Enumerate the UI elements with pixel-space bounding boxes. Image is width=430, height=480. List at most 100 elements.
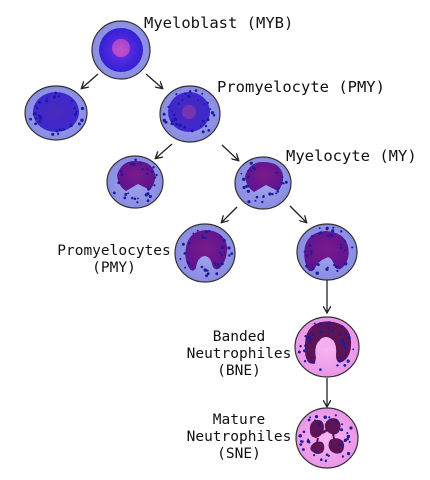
granule-dot <box>253 163 255 166</box>
granule-dot <box>184 92 187 95</box>
granule-dot <box>352 348 355 351</box>
granule-dot <box>320 458 323 462</box>
granule-dot <box>127 192 130 195</box>
granule-dot <box>247 200 251 204</box>
granule-dot <box>36 107 39 110</box>
granule-dot <box>222 238 226 243</box>
label-mature-line3: (SNE) <box>217 446 261 462</box>
granule-dot <box>242 185 246 190</box>
granule-dot <box>328 416 331 419</box>
granule-dot <box>186 261 190 265</box>
granule-dot <box>347 452 351 456</box>
granule-dot <box>80 106 85 110</box>
granule-dot <box>134 158 137 162</box>
granule-dot <box>253 167 257 171</box>
granule-dot <box>190 129 194 133</box>
granule-dot <box>308 244 312 248</box>
granule-dot <box>326 420 329 424</box>
granule-dot <box>124 192 128 196</box>
granule-dot <box>112 191 116 195</box>
granule-dot <box>313 454 316 457</box>
granule-dot <box>302 430 306 434</box>
granule-dot <box>318 227 321 230</box>
granule-dot <box>247 170 250 172</box>
granule-dot <box>300 440 303 443</box>
granule-dot <box>228 254 231 257</box>
granule-dot <box>346 432 349 434</box>
granule-dot <box>307 418 311 422</box>
granule-dot <box>139 161 142 164</box>
granule-dot <box>349 426 353 430</box>
cell-myeloblast <box>91 20 151 80</box>
granule-dot <box>219 252 221 254</box>
label-promyelocytes-line1: Promyelocytes <box>57 243 171 259</box>
granule-dot <box>45 99 48 103</box>
granule-dot <box>137 197 139 200</box>
granule-dot <box>262 195 265 199</box>
granule-dot <box>310 252 313 255</box>
granule-dot <box>326 330 329 334</box>
granule-dot <box>337 265 340 268</box>
granule-dot <box>38 116 43 120</box>
granule-dot <box>281 176 284 179</box>
granule-dot <box>304 335 307 338</box>
label-promyelocyte: Promyelocyte (PMY) <box>217 78 385 96</box>
granule-dot <box>78 123 81 126</box>
label-banded-line1: Banded <box>212 329 266 345</box>
granule-dot <box>341 423 344 426</box>
granule-dot <box>170 110 173 112</box>
granule-dot <box>52 95 57 99</box>
granule-dot <box>326 234 330 238</box>
granule-dot <box>303 349 306 353</box>
granule-dot <box>144 193 148 197</box>
granule-dot <box>221 245 225 249</box>
granule-dot <box>339 443 343 447</box>
granule-dot <box>175 93 178 96</box>
granule-dot <box>336 364 339 367</box>
granule-dot <box>343 438 348 442</box>
granule-dot <box>246 189 250 193</box>
granule-dot <box>213 262 217 266</box>
granule-dot <box>343 364 347 367</box>
granules <box>298 414 353 463</box>
granule-dot <box>318 422 322 426</box>
granule-dot <box>130 196 134 200</box>
label-mature-line1: Mature <box>212 412 266 428</box>
granule-dot <box>201 234 204 237</box>
granule-dot <box>197 99 200 102</box>
granule-dot <box>73 107 76 110</box>
granule-dot <box>204 236 207 240</box>
granule-dot <box>325 453 329 457</box>
granule-dot <box>249 161 253 165</box>
cell-mature-neutrophil <box>295 407 359 469</box>
granule-dot <box>130 161 134 166</box>
granule-dot <box>141 168 144 171</box>
granules <box>29 91 85 136</box>
arrow-myb-left <box>82 73 99 88</box>
granule-dot <box>173 113 176 117</box>
granule-dot <box>175 122 179 126</box>
granule-dot <box>35 117 38 120</box>
granule-dot <box>170 122 174 126</box>
granule-dot <box>334 414 337 417</box>
granule-dot <box>351 246 354 249</box>
granule-dot <box>327 321 331 325</box>
cell-metamyelocyte-left <box>174 223 236 283</box>
granule-dot <box>268 192 272 196</box>
granule-dot <box>298 435 301 438</box>
granule-dot <box>133 197 137 201</box>
granule-dot <box>207 118 210 121</box>
granule-dot <box>164 120 168 124</box>
granule-dot <box>240 172 243 175</box>
granule-dot <box>215 272 219 276</box>
granule-dot <box>332 226 335 229</box>
granule-dot <box>275 192 278 195</box>
label-mature-neutrophiles: Mature Neutrophiles (SNE) <box>180 412 298 463</box>
granule-dot <box>311 234 314 238</box>
granule-dot <box>220 253 224 256</box>
granule-dot <box>209 108 212 110</box>
granule-dot <box>344 333 348 336</box>
granule-dot <box>187 241 191 245</box>
granule-dot <box>339 246 343 249</box>
